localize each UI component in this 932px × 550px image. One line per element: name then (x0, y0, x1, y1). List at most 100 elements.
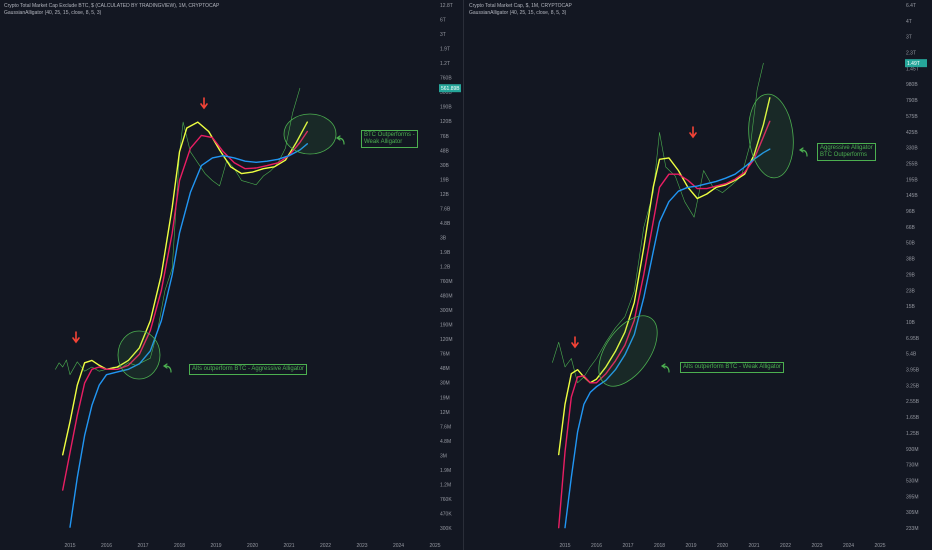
x-tick-label: 2022 (780, 543, 791, 549)
y-tick-label: 12.8T (440, 3, 453, 9)
y-tick-label: 5.4B (906, 352, 917, 358)
y-tick-label: 190B (440, 105, 452, 111)
y-tick-label: 330B (906, 146, 918, 152)
y-tick-label: 1.65B (906, 415, 920, 421)
y-tick-label: 6T (440, 18, 446, 24)
highlight-ellipse (748, 93, 794, 179)
y-tick-label: 3T (906, 35, 912, 41)
y-tick-label: 575B (906, 114, 918, 120)
x-tick-label: 2015 (64, 543, 75, 549)
annotation-line: Aggressive Alligator (820, 145, 873, 151)
curved-arrow-icon (335, 135, 345, 145)
y-tick-label: 425B (906, 130, 918, 136)
annotation-line: BTC Outperforms - (364, 132, 415, 138)
y-tick-label: 12B (440, 192, 450, 198)
y-tick-label: 255B (906, 161, 918, 167)
y-tick-label: 6.4T (906, 3, 916, 9)
y-tick-label: 4.8M (440, 439, 451, 445)
right-chart: 6.4T 4T 3T 2.3T 1.45T 980B 790B 575B 425B 330B 255… (552, 3, 927, 549)
y-tick-label: 7.6B (440, 206, 451, 212)
y-tick-label: 470K (440, 511, 452, 517)
x-tick-label: 2020 (717, 543, 728, 549)
x-tick-label: 2022 (320, 543, 331, 549)
left-annotation-btc-outperforms: BTC Outperforms - Weak Alligator (361, 130, 418, 148)
y-tick-label: 3T (440, 32, 446, 38)
x-tick-label: 2021 (748, 543, 759, 549)
price-line (55, 87, 301, 376)
y-tick-label: 30M (440, 381, 450, 387)
y-tick-label: 4.8B (440, 221, 451, 227)
y-tick-label: 1.2M (440, 482, 451, 488)
y-tick-label: 2.3T (906, 51, 916, 57)
x-tick-label: 2017 (622, 543, 633, 549)
x-tick-label: 2021 (283, 543, 294, 549)
y-tick-label: 120M (440, 337, 453, 343)
y-tick-label: 66B (906, 225, 916, 231)
last-price-label: 561.89B (441, 86, 460, 92)
y-tick-label: 29B (906, 272, 916, 278)
price-line (552, 62, 764, 384)
y-tick-label: 790B (906, 98, 918, 104)
y-tick-label: 1.45T (906, 66, 919, 72)
y-tick-label: 76M (440, 352, 450, 358)
x-tick-label: 2023 (811, 543, 822, 549)
red-arrow-down-icon (72, 331, 80, 344)
y-tick-label: 50B (906, 241, 916, 247)
teeth-line (558, 120, 771, 529)
y-tick-label: 48M (440, 366, 450, 372)
y-tick-label: 10B (906, 320, 916, 326)
x-tick-label: 2024 (843, 543, 854, 549)
y-tick-label: 1.2B (440, 265, 451, 271)
jaw-line (69, 143, 308, 528)
y-tick-label: 730M (906, 463, 919, 469)
y-tick-label: 300M (440, 308, 453, 314)
red-arrow-down-icon (200, 97, 208, 110)
curved-arrow-icon (798, 147, 808, 157)
curved-arrow-icon (660, 363, 670, 373)
pane-divider[interactable] (463, 0, 464, 550)
y-tick-label: 19M (440, 395, 450, 401)
highlight-ellipse (283, 113, 337, 155)
y-tick-label: 480M (440, 294, 453, 300)
y-tick-label: 145B (906, 193, 918, 199)
x-tick-label: 2025 (429, 543, 440, 549)
y-tick-label: 1.9M (440, 468, 451, 474)
teeth-line (62, 130, 308, 491)
y-tick-label: 233M (906, 526, 919, 532)
y-tick-label: 48B (440, 148, 450, 154)
y-tick-label: 96B (906, 209, 916, 215)
y-tick-label: 300K (440, 526, 452, 532)
y-tick-label: 190M (440, 323, 453, 329)
annotation-line: BTC Outperforms (820, 152, 868, 158)
y-tick-label: 1.2T (440, 61, 450, 67)
x-tick-label: 2023 (356, 543, 367, 549)
y-tick-label: 305M (906, 510, 919, 516)
y-tick-label: 38B (906, 257, 916, 263)
right-annotation-aggressive: Aggressive Alligator BTC Outperforms (817, 143, 876, 161)
y-tick-label: 760K (440, 497, 452, 503)
y-tick-label: 3B (440, 235, 447, 241)
y-tick-label: 395M (906, 494, 919, 500)
x-tick-label: 2016 (591, 543, 602, 549)
last-price-badge (905, 59, 927, 68)
red-arrow-down-icon (689, 126, 697, 139)
y-tick-label: 1.25B (906, 431, 920, 437)
y-tick-label: 30B (440, 163, 450, 169)
y-tick-label: 3M (440, 453, 447, 459)
y-tick-label: 7.6M (440, 424, 451, 430)
x-tick-label: 2024 (393, 543, 404, 549)
x-tick-label: 2018 (654, 543, 665, 549)
x-tick-label: 2019 (210, 543, 221, 549)
y-tick-label: 3.25B (906, 383, 920, 389)
x-tick-label: 2019 (685, 543, 696, 549)
y-tick-label: 1.9T (440, 47, 450, 53)
last-price-badge (439, 84, 461, 93)
right-indicator-label: GaussianAlligator (40, 25, 15, close, 8,… (469, 10, 567, 16)
x-tick-label: 2018 (174, 543, 185, 549)
last-price-label: 1.49T (907, 61, 920, 67)
y-tick-label: 23B (906, 288, 916, 294)
y-tick-label: 980B (906, 82, 918, 88)
x-tick-label: 2017 (137, 543, 148, 549)
highlight-ellipse (598, 315, 658, 387)
